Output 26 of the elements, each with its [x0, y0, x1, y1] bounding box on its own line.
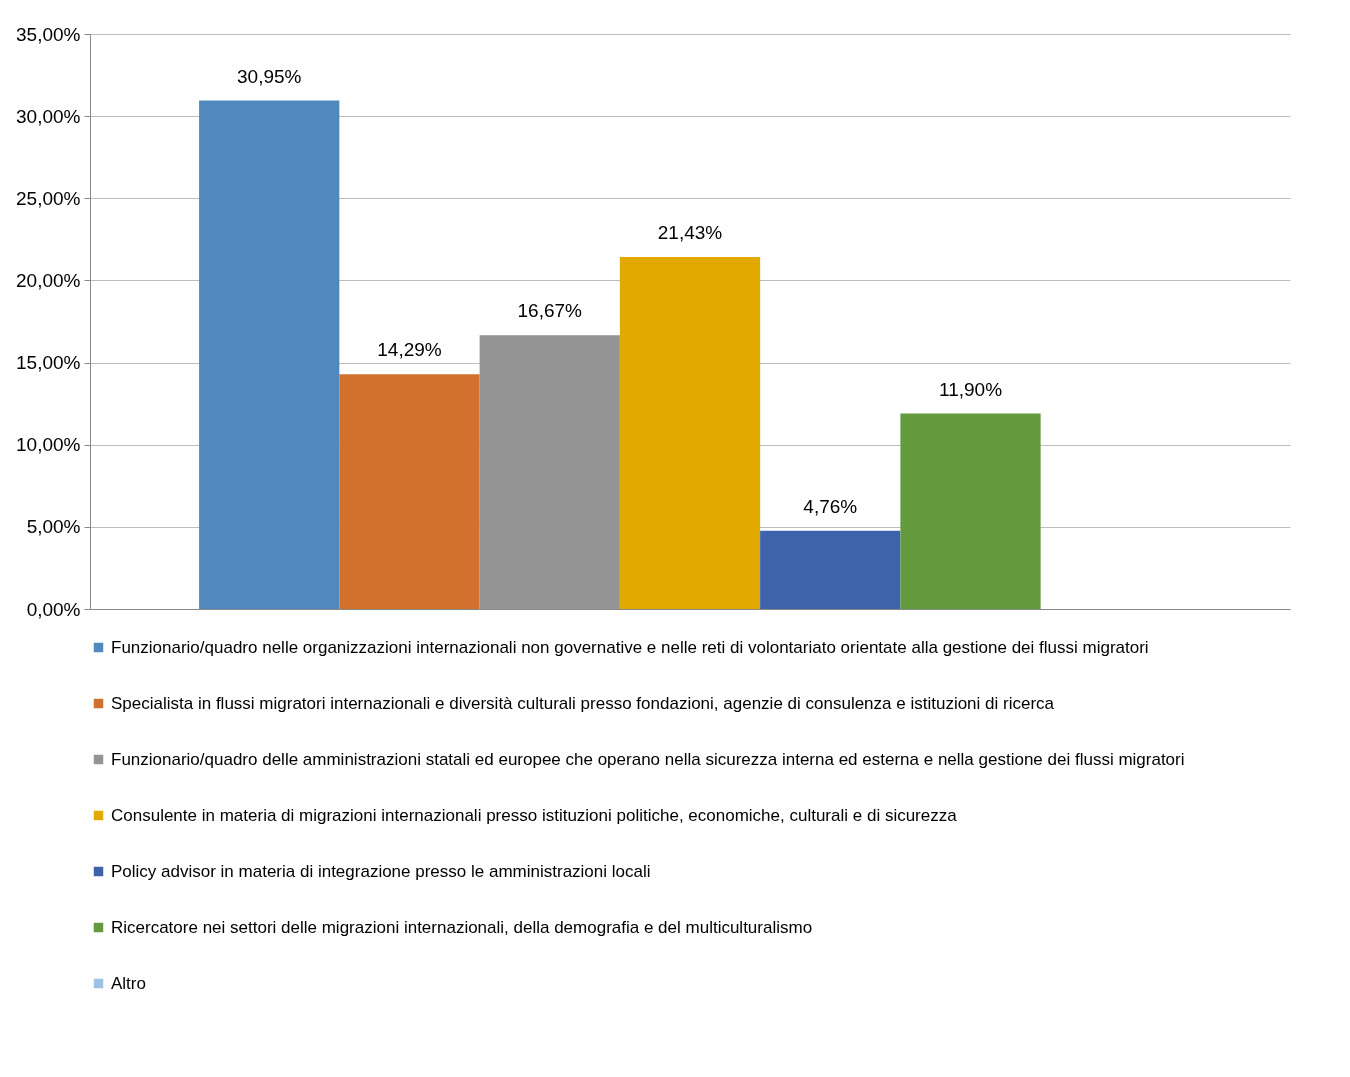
- y-tick-label: 25,00%: [16, 187, 81, 209]
- data-label: 11,90%: [939, 378, 1003, 400]
- bar: [900, 413, 1041, 609]
- bar: [619, 256, 761, 609]
- bar: [760, 530, 901, 609]
- legend-label: Policy advisor in materia di integrazione presso le amministrazioni locali: [111, 861, 651, 881]
- y-tick-label: 20,00%: [16, 269, 81, 291]
- data-label: 21,43%: [657, 221, 723, 243]
- legend-label: Altro: [111, 973, 146, 993]
- data-label: 16,67%: [517, 300, 583, 322]
- y-tick-label: 0,00%: [26, 598, 81, 620]
- legend-label: Specialista in flussi migratori internazionali e diversità culturali presso fondazioni, agenzie di consulenza e istituzioni di ricerca: [111, 693, 1055, 713]
- legend-label: Funzionario/quadro delle amministrazioni statali ed europee che operano nella sicurezza interna ed esterna e nella gestione dei flussi migratori: [111, 749, 1185, 769]
- legend-label: Ricercatore nei settori delle migrazioni internazionali, della demografia e del multiculturalismo: [111, 917, 813, 937]
- legend-label: Consulente in materia di migrazioni internazionali presso istituzioni politiche, economiche, culturali e di sicurezza: [111, 805, 958, 825]
- data-label: 30,95%: [236, 65, 302, 87]
- bar: [339, 374, 480, 609]
- y-tick-label: 35,00%: [16, 23, 81, 45]
- bar: [199, 100, 340, 609]
- y-tick-label: 15,00%: [16, 352, 81, 374]
- data-label: 14,29%: [377, 339, 442, 361]
- y-tick-label: 5,00%: [26, 516, 81, 538]
- data-label: 4,76%: [803, 495, 858, 517]
- y-tick-label: 10,00%: [16, 434, 81, 456]
- legend-label: Funzionario/quadro nelle organizzazioni internazionali non governative e nelle reti di volontariato orientate alla gestione dei flussi migratori: [111, 637, 1149, 657]
- y-tick-label: 30,00%: [16, 105, 81, 127]
